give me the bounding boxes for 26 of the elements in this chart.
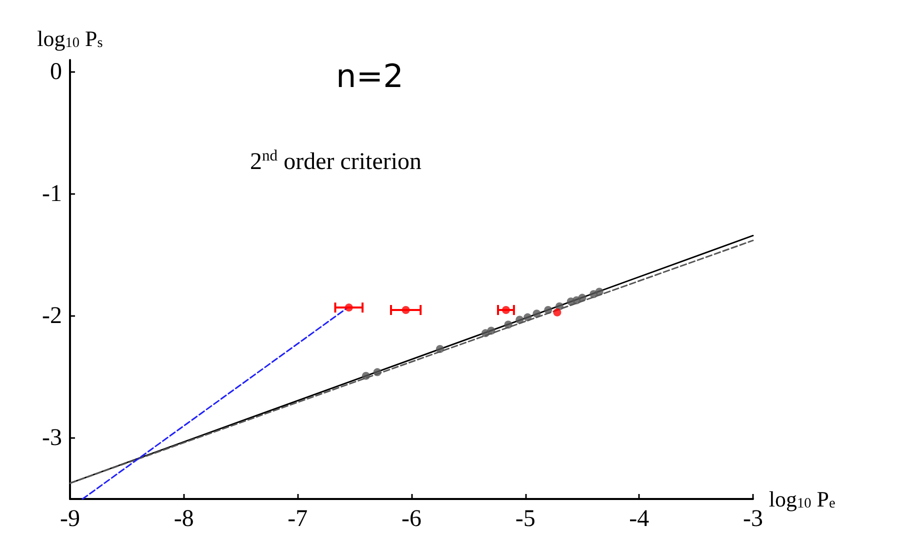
x-tick-label: -7 bbox=[288, 506, 308, 532]
y-tick-label: -1 bbox=[42, 181, 62, 208]
x-tick-label: -3 bbox=[743, 506, 763, 532]
point bbox=[504, 320, 512, 329]
point bbox=[553, 308, 562, 316]
point bbox=[532, 310, 541, 318]
point bbox=[524, 313, 532, 322]
point bbox=[595, 288, 604, 296]
point bbox=[362, 372, 370, 380]
y-tick-label: 0 bbox=[50, 59, 62, 86]
point bbox=[516, 316, 524, 324]
x-tick-label: -4 bbox=[629, 506, 650, 532]
y-axis-title: log10 Ps bbox=[37, 26, 104, 52]
point bbox=[487, 326, 496, 335]
x-axis-title: log10 Pe bbox=[768, 486, 836, 512]
y-tick-label: -3 bbox=[42, 425, 62, 452]
x-tick-label: -9 bbox=[60, 506, 80, 532]
x-tick-label: -6 bbox=[402, 506, 422, 532]
x-tick-label: -5 bbox=[515, 506, 536, 532]
y-tick-label: -2 bbox=[42, 303, 62, 330]
annotation: n=2 bbox=[336, 57, 404, 95]
point bbox=[436, 345, 444, 354]
x-tick-label: -8 bbox=[174, 506, 194, 532]
point bbox=[544, 306, 552, 314]
point bbox=[578, 294, 586, 302]
point bbox=[373, 368, 382, 376]
